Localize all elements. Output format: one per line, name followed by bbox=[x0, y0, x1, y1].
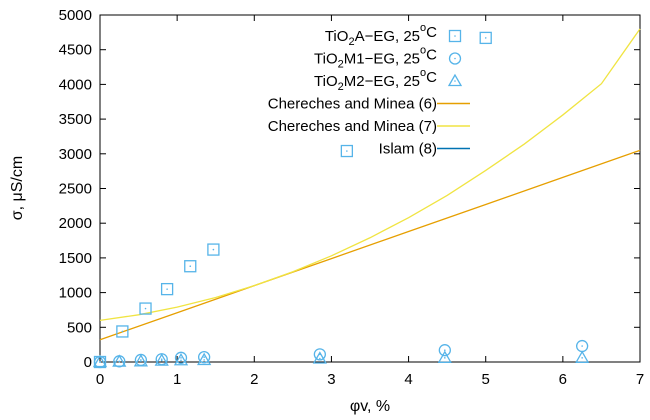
data-point-triangle bbox=[92, 354, 108, 368]
data-point-triangle bbox=[133, 353, 149, 367]
x-tick-label: 3 bbox=[327, 371, 335, 388]
x-axis-label: φv, % bbox=[350, 398, 390, 415]
data-point-triangle bbox=[154, 353, 169, 366]
y-tick-label: 2500 bbox=[59, 181, 92, 198]
y-tick-label: 1000 bbox=[59, 285, 92, 302]
y-axis-label: σ, μS/cm bbox=[9, 156, 26, 220]
legend-item: Islam (8) bbox=[379, 141, 470, 158]
legend-label: TiO2M1−EG, 25oC bbox=[314, 45, 437, 71]
legend-item: Chereches and Minea (6) bbox=[268, 96, 470, 113]
legend-symbol-square bbox=[448, 29, 462, 43]
data-point-triangle bbox=[312, 351, 327, 364]
legend-label: Islam (8) bbox=[379, 141, 437, 158]
x-tick-label: 6 bbox=[559, 371, 567, 388]
data-point-square bbox=[160, 282, 174, 296]
y-axis-title: σ, μS/cm bbox=[9, 156, 26, 220]
x-tick-label: 1 bbox=[173, 371, 181, 388]
data-point-triangle bbox=[575, 350, 590, 363]
y-tick-label: 4000 bbox=[59, 76, 92, 93]
y-tick-label: 4500 bbox=[59, 42, 92, 59]
data-point-triangle bbox=[173, 352, 189, 366]
data-point-square bbox=[207, 243, 220, 256]
x-tick-label: 4 bbox=[404, 371, 412, 388]
data-point-square bbox=[340, 144, 354, 158]
data-point-circle bbox=[438, 344, 451, 357]
y-tick-label: 2000 bbox=[59, 215, 92, 232]
legend-item: Chereches and Minea (7) bbox=[268, 118, 470, 135]
y-tick-label: 1500 bbox=[59, 250, 92, 267]
y-tick-label: 3500 bbox=[59, 111, 92, 128]
data-point-circle bbox=[575, 339, 589, 353]
legend-symbol-circle bbox=[448, 52, 462, 65]
legend-item: TiO2M1−EG, 25oC bbox=[314, 45, 462, 71]
legend-label: Chereches and Minea (7) bbox=[268, 118, 437, 135]
legend-item: TiO2A−EG, 25oC bbox=[325, 22, 462, 48]
legend-symbol-triangle bbox=[447, 73, 463, 87]
legend-label: Chereches and Minea (6) bbox=[268, 96, 437, 113]
data-point-triangle bbox=[437, 350, 452, 363]
data-point-circle bbox=[174, 351, 188, 364]
series-line-4 bbox=[99, 28, 641, 322]
data-point-square bbox=[116, 325, 129, 338]
data-point-square bbox=[184, 260, 197, 273]
legend-label: TiO2M2−EG, 25oC bbox=[314, 67, 437, 93]
x-tick-label: 2 bbox=[250, 371, 258, 388]
legend-label: TiO2A−EG, 25oC bbox=[325, 22, 437, 48]
data-point-triangle bbox=[197, 352, 212, 366]
x-tick-label: 0 bbox=[96, 371, 104, 388]
y-tick-label: 5000 bbox=[59, 7, 92, 24]
y-tick-label: 500 bbox=[67, 319, 92, 336]
x-tick-label: 5 bbox=[482, 371, 490, 388]
data-point-square bbox=[479, 31, 492, 45]
axis-ticks: 0 1 2 3 4 5 6 7 0 500 1000 1500 2000 2500 3000 3500 4000… bbox=[59, 7, 645, 388]
x-tick-label: 7 bbox=[636, 371, 644, 388]
data-point-circle bbox=[197, 350, 211, 364]
data-point-triangle bbox=[112, 354, 127, 367]
y-tick-label: 3000 bbox=[59, 146, 92, 163]
data-point-square bbox=[139, 302, 152, 315]
y-tick-label: 0 bbox=[84, 354, 92, 371]
series-line-3 bbox=[99, 149, 641, 341]
series-markers bbox=[92, 31, 590, 369]
legend-item: TiO2M2−EG, 25oC bbox=[314, 67, 463, 93]
series-lines bbox=[99, 28, 641, 341]
